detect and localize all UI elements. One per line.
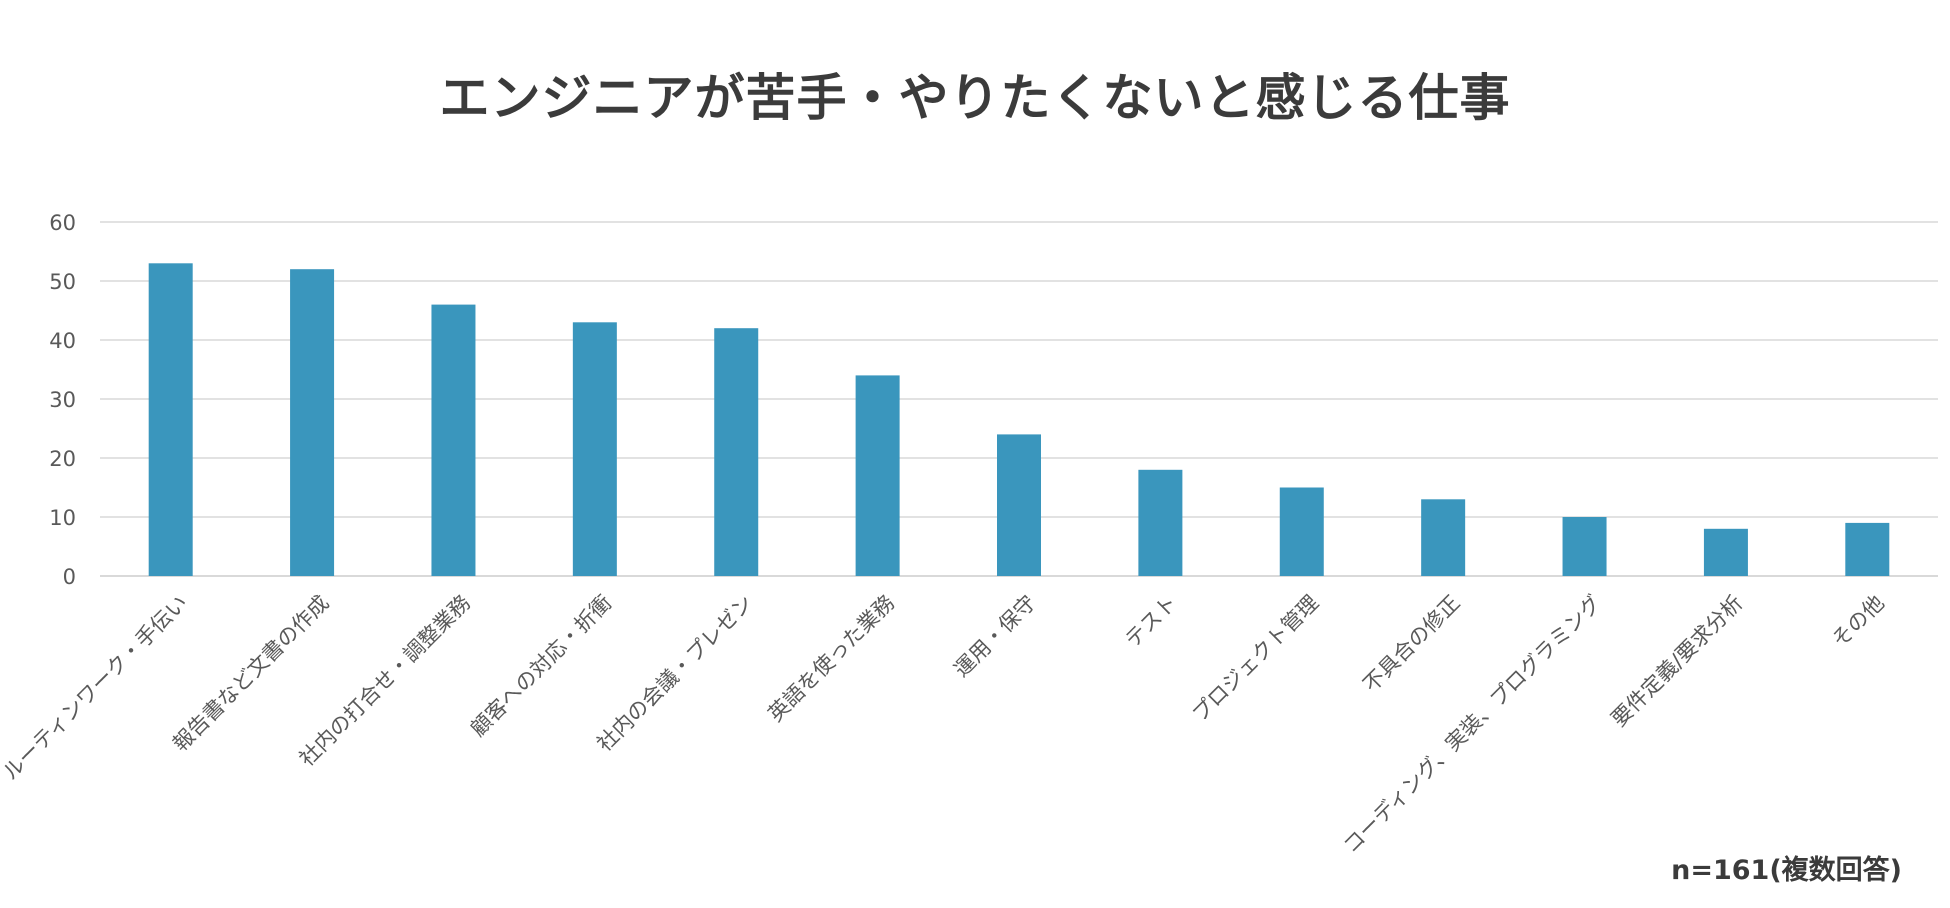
y-tick-label: 50: [49, 270, 76, 294]
bar: [290, 269, 335, 576]
x-tick-label: 顧客への対応・折衝: [466, 591, 617, 742]
bar: [1845, 522, 1890, 576]
bar: [997, 434, 1041, 576]
sample-size-note: n=161(複数回答): [1671, 855, 1902, 886]
y-tick-label: 10: [49, 506, 76, 530]
x-tick-label: その他: [1827, 591, 1889, 653]
y-tick-label: 40: [49, 329, 76, 353]
bar: [572, 322, 617, 576]
x-tick-label: テスト: [1120, 591, 1182, 653]
x-tick-label: ルーティンワーク・手伝い: [0, 591, 192, 785]
x-tick-label: 報告書など文書の作成: [168, 591, 333, 756]
bar: [148, 263, 193, 576]
x-tick-label: 社内の会議・プレゼン: [592, 591, 757, 756]
bars: [148, 263, 1890, 576]
bar: [714, 328, 759, 576]
x-tick-label: 英語を使った業務: [763, 591, 899, 727]
y-tick-label: 30: [49, 388, 76, 412]
x-tick-label: コーディング、実装、プログラミング: [1339, 591, 1606, 858]
chart-title: エンジニアが苦手・やりたくないと感じる仕事: [439, 69, 1511, 127]
bar: [855, 375, 900, 576]
x-tick-label: 運用・保守: [949, 591, 1040, 682]
y-tick-label: 0: [63, 565, 76, 589]
x-tick-label: 要件定義/要求分析: [1607, 591, 1748, 732]
y-axis-ticks: 0 10 20 30 40 50 60: [49, 211, 76, 589]
x-tick-label: 不具合の修正: [1359, 591, 1465, 697]
bar: [1703, 528, 1748, 576]
bar: [1562, 517, 1607, 576]
x-axis-labels: ルーティンワーク・手伝い報告書など文書の作成社内の打合せ・調整業務顧客への対応・…: [0, 591, 1889, 858]
y-tick-label: 60: [49, 211, 76, 235]
bar: [1421, 499, 1466, 576]
y-tick-label: 20: [49, 447, 76, 471]
bar: [1279, 487, 1324, 576]
x-tick-label: プロジェクト管理: [1188, 591, 1324, 727]
bar: [431, 304, 476, 576]
bar: [1138, 469, 1183, 576]
